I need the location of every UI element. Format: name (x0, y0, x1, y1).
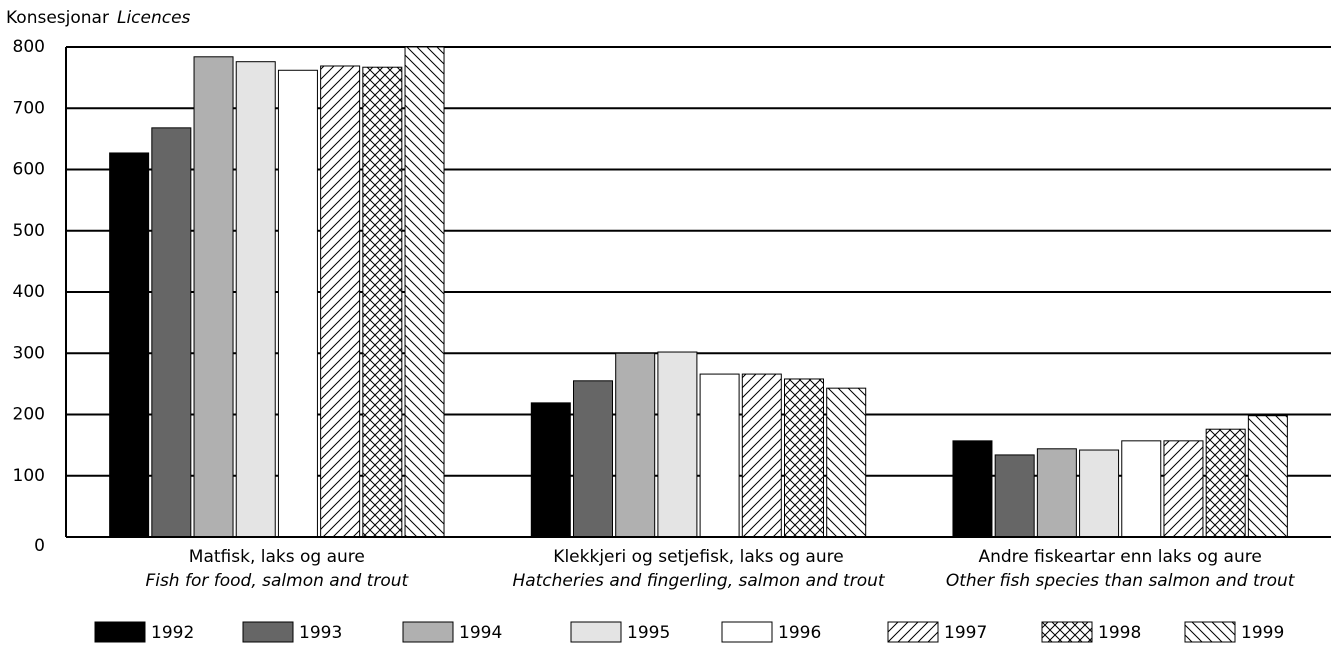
bar (573, 380, 613, 538)
bar (1247, 415, 1288, 538)
legend-label: 1997 (944, 623, 987, 643)
bar (952, 440, 993, 538)
legend-label: 1992 (151, 623, 194, 643)
y-tick-label: 200 (13, 405, 45, 425)
legend-label: 1994 (459, 623, 502, 643)
y-tick-label: 500 (13, 221, 45, 241)
legend-swatch (94, 621, 146, 643)
y-tick-label: 0 (34, 536, 45, 556)
bar (1036, 448, 1077, 538)
legend-label: 1996 (778, 623, 821, 643)
legend-swatch (242, 621, 294, 643)
y-tick-label: 400 (13, 282, 45, 302)
bar (1163, 440, 1204, 538)
x-tick-label: Fish for food, salmon and trout (145, 571, 409, 591)
x-tick-label: Andre fiskeartar enn laks og aure (978, 547, 1261, 567)
legend-label: 1998 (1098, 623, 1141, 643)
bar (784, 378, 824, 538)
legend-swatch (721, 621, 773, 643)
bar (1121, 440, 1162, 538)
bar (1205, 428, 1246, 538)
legend-swatch (570, 621, 622, 643)
x-tick-label: Other fish species than salmon and trout (946, 571, 1296, 591)
bar (109, 152, 150, 538)
y-axis-label: Konsesjonar Licences (6, 8, 191, 28)
y-tick-label: 300 (13, 343, 45, 363)
y-tick-label: 700 (13, 98, 45, 118)
legend-swatch (402, 621, 454, 643)
bar (530, 402, 571, 538)
legend-swatch (1184, 621, 1236, 643)
bar (277, 69, 318, 538)
legend-label: 1999 (1241, 623, 1284, 643)
y-tick-label: 800 (13, 37, 45, 57)
bar (615, 352, 656, 538)
bar (235, 61, 276, 538)
legend-swatch (887, 621, 939, 643)
legend-label: 1995 (627, 623, 670, 643)
y-tick-label: 600 (13, 160, 45, 180)
bar (994, 454, 1035, 538)
legend-label: 1993 (299, 623, 342, 643)
bar (320, 65, 361, 538)
x-tick-label: Matfisk, laks og aure (189, 547, 365, 567)
bar (404, 46, 445, 538)
x-tick-label: Hatcheries and fingerling, salmon and tr… (512, 571, 885, 591)
bar (699, 373, 740, 538)
bar (362, 66, 403, 538)
bar (1079, 449, 1120, 538)
bar (193, 56, 234, 538)
bar (826, 387, 867, 538)
bar (741, 373, 782, 538)
y-tick-label: 100 (13, 466, 45, 486)
bar (151, 127, 192, 538)
x-tick-label: Klekkjeri og setjefisk, laks og aure (553, 547, 843, 567)
bar (657, 351, 698, 538)
legend-swatch (1041, 621, 1093, 643)
